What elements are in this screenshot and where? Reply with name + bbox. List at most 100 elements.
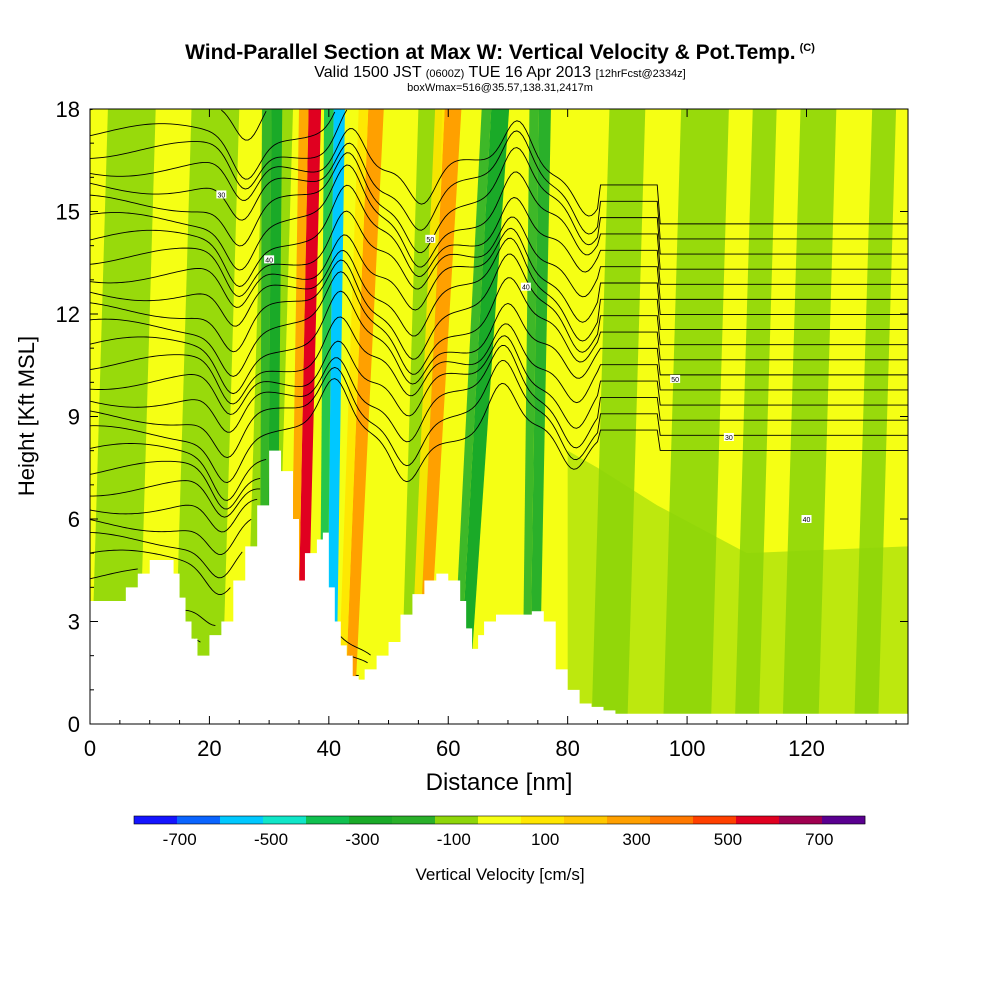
isentrope-line <box>90 359 908 467</box>
isentrope-label-text: 50 <box>671 377 679 384</box>
isentrope-label: 40 <box>801 515 812 524</box>
isentrope-label-text: 30 <box>725 435 733 442</box>
isentrope-label-box <box>425 234 436 243</box>
colorbar-tick-label: 500 <box>714 830 742 849</box>
velocity-band <box>416 109 462 724</box>
velocity-band-halo <box>450 109 492 724</box>
isentrope-line <box>90 460 261 510</box>
isentrope-label: 40 <box>264 255 275 264</box>
colorbar-swatch <box>263 816 307 824</box>
chart-title-block: Wind-Parallel Section at Max W: Vertical… <box>0 36 1000 95</box>
colorbar-swatch <box>220 816 264 824</box>
isentrope-label: 30 <box>216 190 227 199</box>
isentrope-line <box>90 109 348 190</box>
x-tick-label: 100 <box>669 736 706 761</box>
weak-descent-band <box>90 109 156 724</box>
isentrope-line <box>90 335 908 429</box>
colorbar-swatch <box>134 816 178 824</box>
velocity-band-halo <box>337 109 369 724</box>
colorbar-tick-label: -100 <box>437 830 471 849</box>
isentrope-line <box>90 164 908 271</box>
forecast-info: [12hrFcst@2334z] <box>595 68 686 80</box>
isentrope-line <box>90 130 908 240</box>
isentrope-line <box>90 210 908 300</box>
colorbar-tick-label: 700 <box>805 830 833 849</box>
colorbar-tick-label: 100 <box>531 830 559 849</box>
colorbar-swatch <box>177 816 221 824</box>
colorbar-swatch <box>650 816 694 824</box>
isentrope-line <box>90 271 908 377</box>
isentrope-line <box>90 518 252 555</box>
y-tick-label: 12 <box>56 302 80 327</box>
isentrope-line <box>90 531 243 579</box>
isentrope-label-box <box>670 374 681 383</box>
isentrope-line <box>90 184 908 287</box>
colorbar-swatch <box>564 816 608 824</box>
chart-title: Wind-Parallel Section at Max W: Vertical… <box>185 41 796 64</box>
colorbar-swatch <box>392 816 436 824</box>
x-tick-label: 40 <box>317 736 341 761</box>
isentrope-label-text: 50 <box>426 237 434 244</box>
colorbar-swatch <box>521 816 565 824</box>
isentrope-line <box>90 549 231 595</box>
colorbar-frame <box>133 815 866 825</box>
y-tick-label: 18 <box>56 97 80 122</box>
isentrope-line <box>90 111 336 180</box>
y-tick-label: 3 <box>68 610 80 635</box>
isentrope-line <box>340 636 371 656</box>
box-info: boxWmax=516@35.57,138.31,2417m <box>407 82 593 94</box>
velocity-band <box>529 109 551 724</box>
isentrope-label-box <box>723 433 734 441</box>
isentrope-line <box>90 344 908 449</box>
colorbar-tick-label: -500 <box>254 830 288 849</box>
isentrope-label-text: 40 <box>522 285 530 292</box>
colorbar-tick-label: -700 <box>163 830 197 849</box>
copyright-mark: (C) <box>799 42 815 54</box>
x-tick-label: 120 <box>788 736 825 761</box>
colorbar-swatch <box>478 816 522 824</box>
isentrope-line <box>90 237 908 342</box>
isentrope-label-text: 30 <box>217 192 225 199</box>
colorbar-swatch <box>693 816 737 824</box>
terrain <box>90 450 908 724</box>
isentrope-label-text: 40 <box>803 517 811 524</box>
isentrope-line <box>90 316 908 405</box>
isentrope-label: 50 <box>425 234 436 244</box>
velocity-band-halo <box>408 109 445 724</box>
x-tick-label: 0 <box>84 736 96 761</box>
x-tick-label: 20 <box>197 736 221 761</box>
valid-utc: (0600Z) <box>425 68 465 80</box>
velocity-band <box>326 109 345 724</box>
isentrope-label-box <box>216 190 227 199</box>
x-tick-label: 60 <box>436 736 460 761</box>
y-tick-label: 6 <box>68 507 80 532</box>
colorbar-swatch <box>306 816 350 824</box>
isentrope-line <box>185 609 216 626</box>
colorbar-swatch <box>607 816 651 824</box>
colorbar-tick-label: 300 <box>622 830 650 849</box>
isentrope-label-box <box>801 515 812 523</box>
colorbar-swatch <box>349 816 393 824</box>
x-axis-label: Distance [nm] <box>426 769 573 796</box>
valid-date: TUE 16 Apr 2013 <box>468 64 592 81</box>
colorbar-tick-label: -300 <box>345 830 379 849</box>
isentrope-line <box>90 480 261 518</box>
colorbar-swatch <box>736 816 780 824</box>
isentrope-line <box>90 147 908 255</box>
colorbar-swatch <box>822 816 866 824</box>
x-tick-label: 80 <box>555 736 579 761</box>
colorbar-swatch <box>435 816 479 824</box>
isentrope-label: 40 <box>520 282 531 292</box>
isentrope-line <box>90 378 908 483</box>
valid-time: Valid 1500 JST <box>314 64 422 81</box>
stable-layer <box>567 450 908 724</box>
isentrope-line <box>90 568 138 580</box>
y-tick-label: 0 <box>68 712 80 737</box>
y-axis-label: Height [Kft MSL] <box>14 336 39 496</box>
velocity-band <box>296 109 322 724</box>
y-tick-label: 9 <box>68 405 80 430</box>
isentrope-line <box>90 253 908 360</box>
isentrope-label-text: 40 <box>265 257 273 264</box>
isentrope-line <box>221 109 267 141</box>
